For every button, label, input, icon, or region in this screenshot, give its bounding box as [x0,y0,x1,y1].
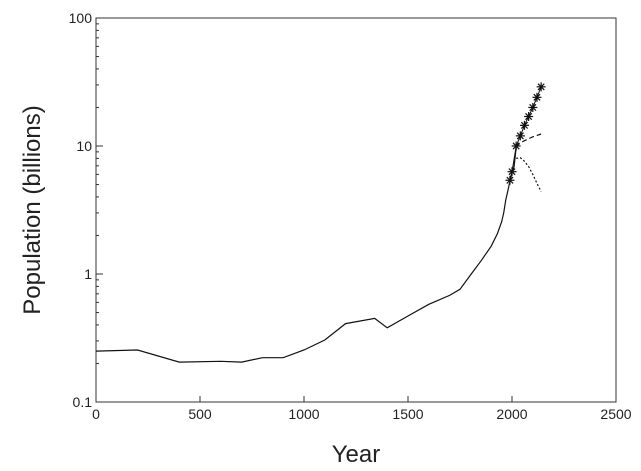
x-axis-title: Year [332,441,381,468]
star-stroke [512,142,520,150]
y-tick-label: 0.1 [73,394,93,410]
star-stroke [520,121,529,129]
x-tick-label: 2000 [496,406,527,422]
star-stroke [506,176,514,184]
star-marker [505,175,515,185]
star-stroke [508,168,516,176]
y-tick-label: 100 [69,10,93,26]
projection-medium-line [515,133,542,148]
population-line [95,147,517,363]
star-marker [524,112,534,122]
star-marker [511,141,521,151]
x-tick-label: 2500 [600,406,631,422]
x-tick-label: 1000 [288,406,319,422]
y-axis-title: Population (billions) [19,105,46,314]
x-tick-label: 1500 [392,406,423,422]
x-axis: 0 500 1000 1500 2000 2500 [92,396,632,422]
star-marker [515,131,525,141]
star-stroke [516,132,524,140]
x-tick-label: 500 [188,406,212,422]
star-stroke [525,112,533,121]
star-marker [536,82,546,92]
y-tick-label: 10 [76,138,92,154]
projection-low-line [516,157,542,192]
star-stroke [529,103,537,112]
star-marker [507,167,517,177]
star-stroke [537,83,545,91]
plot-frame [95,17,617,403]
x-tick-label: 0 [92,406,100,422]
star-marker [528,102,538,112]
y-tick-label: 1 [84,266,92,282]
star-stroke [533,93,541,101]
star-marker [532,92,542,102]
y-axis: 0.1 1 10 100 [69,10,103,410]
series-layer [95,82,546,363]
star-marker [519,120,529,130]
